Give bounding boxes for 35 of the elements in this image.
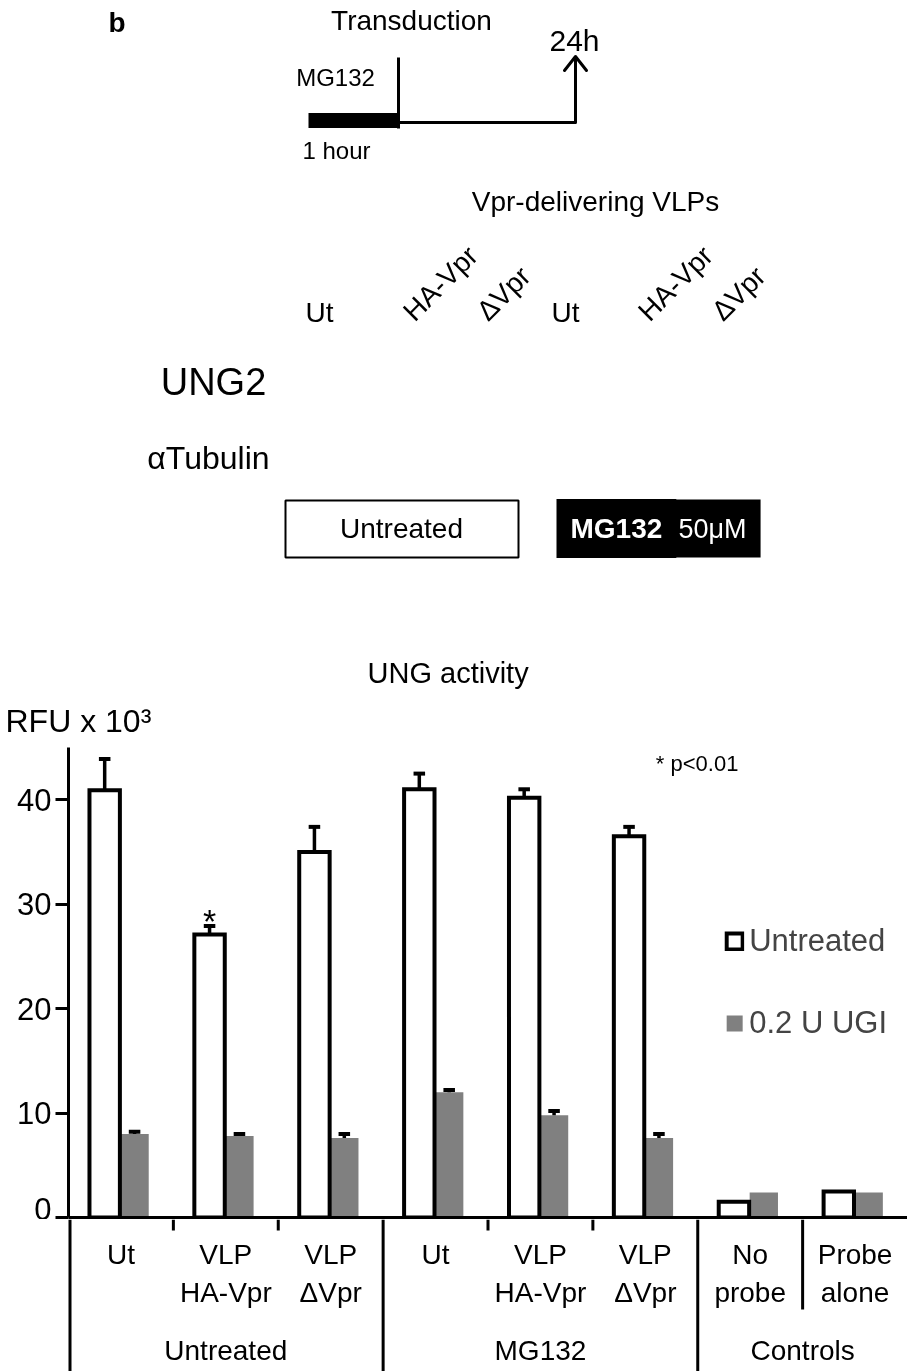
x-tick-label: No probe (714, 1238, 787, 1309)
text: MG132 (494, 1335, 587, 1366)
text: UNG2 (160, 360, 267, 403)
text: Untreated (164, 1335, 288, 1366)
y-axis-title: RFU x 10³ (5, 702, 152, 739)
x-tick-label: Probe alone (817, 1238, 893, 1309)
x-tick-label: Ut (106, 1238, 136, 1270)
data-label: * (202, 902, 217, 941)
y-tick-label: 30 (17, 887, 52, 923)
text: αTubulin (147, 439, 270, 476)
text: MG132 (570, 513, 663, 544)
chart-title: UNG activity (367, 656, 530, 689)
legend-label: 0.2 U UGI (749, 1005, 887, 1041)
y-tick-label: 40 (17, 782, 52, 818)
text: Untreated (340, 513, 463, 544)
text: MG132 (296, 64, 375, 91)
annotation: * p<0.01 (655, 750, 739, 776)
text: 24h (549, 24, 600, 57)
legend-label: Untreated (749, 923, 886, 959)
y-tick-label: 20 (17, 991, 52, 1027)
y-tick-label: 0 (34, 1191, 52, 1227)
x-tick-label: VLP ΔVpr (614, 1238, 677, 1309)
text: b (108, 7, 126, 38)
text: 50μM (678, 513, 747, 544)
text: Controls (750, 1335, 855, 1366)
x-tick-label: VLP HA-Vpr (179, 1238, 272, 1309)
x-tick-label: VLP HA-Vpr (494, 1238, 587, 1309)
y-tick-label: 10 (17, 1096, 52, 1132)
x-tick-label: Ut (421, 1238, 450, 1270)
text: Vpr-delivering VLPs (471, 186, 720, 217)
text: 1 hour (302, 137, 371, 164)
text: Ut (305, 297, 334, 328)
text: Transduction (331, 5, 492, 36)
x-tick-label: VLP ΔVpr (299, 1238, 362, 1309)
text: Ut (551, 297, 580, 328)
